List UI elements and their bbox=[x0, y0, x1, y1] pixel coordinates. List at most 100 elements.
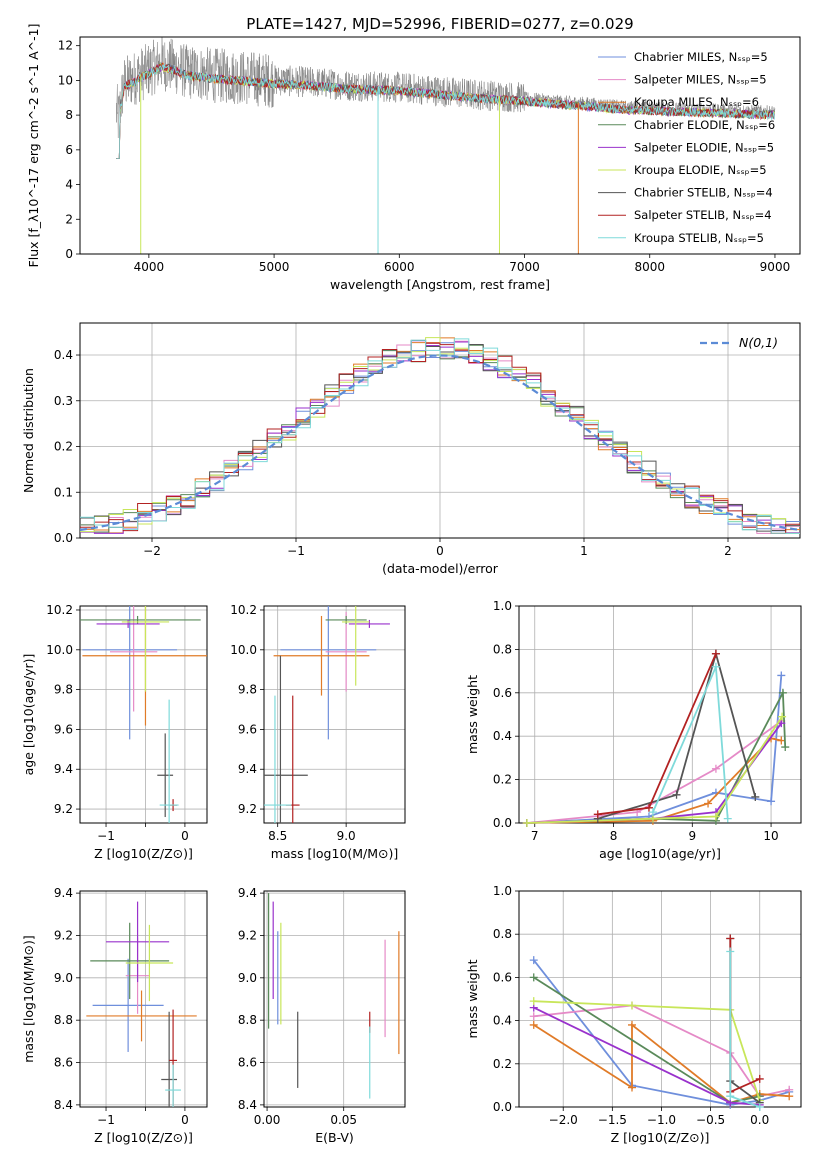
x-axis-label: (data-model)/error bbox=[382, 561, 499, 576]
y-tick-label: 8.4 bbox=[54, 1098, 73, 1112]
y-tick-label: 9.6 bbox=[238, 722, 257, 736]
weight-marker-chabrier_miles bbox=[767, 797, 776, 806]
weight-line-salpeter_stelib bbox=[729, 938, 761, 1094]
y-tick-label: 9.4 bbox=[54, 762, 73, 776]
legend-label-normal: N(0,1) bbox=[739, 335, 778, 350]
axes-mass_vs_Z: −1 0 8.4 8.6 8.8 9.0 9.2 9.4 Z [log10(Z/Z⊙)] mass… bbox=[21, 886, 208, 1145]
y-tick-label: 9.4 bbox=[238, 886, 257, 900]
weight-line-salpeter_elodie bbox=[533, 1006, 760, 1106]
normal-curve bbox=[80, 354, 800, 532]
y-axis-label: age [log10(age/yr)] bbox=[21, 654, 36, 776]
y-tick-label: 0.4 bbox=[54, 348, 73, 362]
weight-marker-salpeter_stelib bbox=[755, 1074, 764, 1083]
legend-label-salpeter_miles: Salpeter MILES, Nₛₛₚ=5 bbox=[634, 73, 767, 87]
y-tick-label: 0.1 bbox=[54, 485, 73, 499]
data-point-chabrier_stelib bbox=[264, 655, 308, 823]
weight-marker-kroupa_elodie bbox=[522, 819, 531, 827]
data-point-kroupa_elodie bbox=[121, 606, 170, 692]
weight-marker-kroupa_elodie bbox=[778, 712, 787, 721]
points-mass_vs_ebv bbox=[267, 893, 400, 1099]
axes-age_vs_mass: 8.5 9.0 9.2 9.4 9.6 9.8 10.0 10.2 mass [log10(M/… bbox=[230, 603, 406, 861]
weight-marker-salpeter_miles bbox=[711, 764, 720, 773]
histogram-kroupa_stelib bbox=[80, 338, 800, 534]
x-tick-label: 9.0 bbox=[337, 829, 356, 843]
x-axis-label: age [log10(age/yr)] bbox=[599, 846, 721, 861]
y-tick-label: 2 bbox=[65, 212, 73, 226]
spectrum-plot bbox=[116, 37, 776, 254]
y-tick-label: 12 bbox=[58, 39, 73, 53]
legend-label-kroupa_elodie: Kroupa ELODIE, Nₛₛₚ=5 bbox=[634, 163, 767, 177]
data-point-kroupa_elodie bbox=[342, 606, 370, 686]
y-tick-label: 9.2 bbox=[238, 928, 257, 942]
x-axis-label: Z [log10(Z/Z⊙)] bbox=[94, 1130, 193, 1145]
y-tick-label: 0.0 bbox=[54, 531, 73, 545]
y-tick-label: 8.8 bbox=[54, 1013, 73, 1027]
legend-label-kroupa_stelib: Kroupa STELIB, Nₛₛₚ=5 bbox=[634, 231, 764, 245]
weight-line-kroupa_elodie bbox=[533, 1000, 761, 1101]
y-tick-label: 0.8 bbox=[493, 927, 512, 941]
observed-spectrum bbox=[116, 37, 776, 139]
y-axis-label: mass weight bbox=[465, 959, 480, 1038]
legend-label-salpeter_stelib: Salpeter STELIB, Nₛₛₚ=4 bbox=[634, 208, 772, 222]
y-tick-label: 0.2 bbox=[54, 440, 73, 454]
weight-marker-chabrier_miles bbox=[529, 956, 538, 965]
x-tick-label: 0 bbox=[181, 829, 189, 843]
data-point-chabrier_miles bbox=[92, 958, 164, 1052]
weight-marker-chabrier_miles bbox=[777, 671, 786, 680]
y-tick-label: 1.0 bbox=[493, 599, 512, 613]
points-age_vs_mass bbox=[264, 606, 390, 823]
y-tick-label: 10.0 bbox=[230, 643, 257, 657]
weight-marker-kroupa_stelib bbox=[648, 808, 657, 817]
y-tick-label: 9.2 bbox=[54, 928, 73, 942]
x-tick-label: −1 bbox=[97, 1113, 115, 1127]
y-tick-label: 1.0 bbox=[493, 884, 512, 898]
x-axis-label: wavelength [Angstrom, rest frame] bbox=[330, 277, 550, 292]
y-axis-label: mass weight bbox=[465, 675, 480, 754]
weight-marker-kroupa_elodie bbox=[627, 1001, 636, 1010]
weight-marker-kroupa_stelib bbox=[726, 1092, 735, 1101]
y-tick-label: 9.6 bbox=[54, 722, 73, 736]
weight-marker-kroupa_miles bbox=[627, 1083, 636, 1092]
plot-frame bbox=[263, 890, 406, 1108]
weight-marker-kroupa_miles bbox=[785, 1092, 794, 1101]
weight-marker-kroupa_elodie bbox=[711, 812, 720, 821]
y-tick-label: 0.2 bbox=[493, 773, 512, 787]
y-tick-label: 0.6 bbox=[493, 686, 512, 700]
data-point-chabrier_miles bbox=[280, 606, 377, 740]
y-tick-label: 10.2 bbox=[46, 603, 73, 617]
weight-marker-kroupa_miles bbox=[704, 799, 713, 808]
histogram-chabrier_stelib bbox=[80, 339, 800, 532]
weight-marker-chabrier_stelib bbox=[751, 792, 760, 801]
x-tick-label: 0.00 bbox=[254, 1113, 281, 1127]
weight-line-chabrier_stelib bbox=[597, 650, 757, 820]
legend-label-chabrier_miles: Chabrier MILES, Nₛₛₚ=5 bbox=[634, 50, 768, 64]
model-spectrum-kroupa_stelib bbox=[116, 64, 775, 159]
plot-frame bbox=[79, 36, 801, 255]
x-tick-label: 8 bbox=[610, 829, 618, 843]
data-point-chabrier_elodie bbox=[325, 615, 367, 624]
y-tick-label: 0.2 bbox=[493, 1057, 512, 1071]
weight-marker-salpeter_miles bbox=[529, 1012, 538, 1021]
weight-marker-kroupa_elodie bbox=[529, 997, 538, 1006]
histogram-chabrier_elodie bbox=[80, 344, 800, 534]
y-tick-label: 9.0 bbox=[54, 971, 73, 985]
x-tick-label: 5000 bbox=[259, 260, 290, 274]
y-tick-label: 9.8 bbox=[238, 683, 257, 697]
x-tick-label: 9 bbox=[688, 829, 696, 843]
x-tick-label: 6000 bbox=[384, 260, 415, 274]
x-tick-label: 0.0 bbox=[750, 1113, 769, 1127]
weight-line-kroupa_miles bbox=[533, 1023, 790, 1104]
x-tick-label: −1 bbox=[97, 829, 115, 843]
x-tick-label: 8000 bbox=[634, 260, 665, 274]
y-axis-label: mass [log10(M/M⊙)] bbox=[21, 935, 36, 1063]
y-tick-label: 9.8 bbox=[54, 683, 73, 697]
plot-frame bbox=[79, 890, 208, 1108]
axes-mass_weight_vs_age: 7 8 9 10 0.0 0.2 0.4 0.6 0.8 1.0 age [log10(age/yr… bbox=[465, 599, 802, 861]
plot-frame bbox=[518, 605, 802, 824]
data-point-salpeter_elodie bbox=[96, 619, 160, 628]
weight-marker-chabrier_elodie bbox=[529, 973, 538, 982]
y-tick-label: 10.2 bbox=[230, 603, 257, 617]
x-axis-label: Z [log10(Z/Z⊙)] bbox=[611, 1130, 710, 1145]
x-axis-label: Z [log10(Z/Z⊙)] bbox=[94, 846, 193, 861]
